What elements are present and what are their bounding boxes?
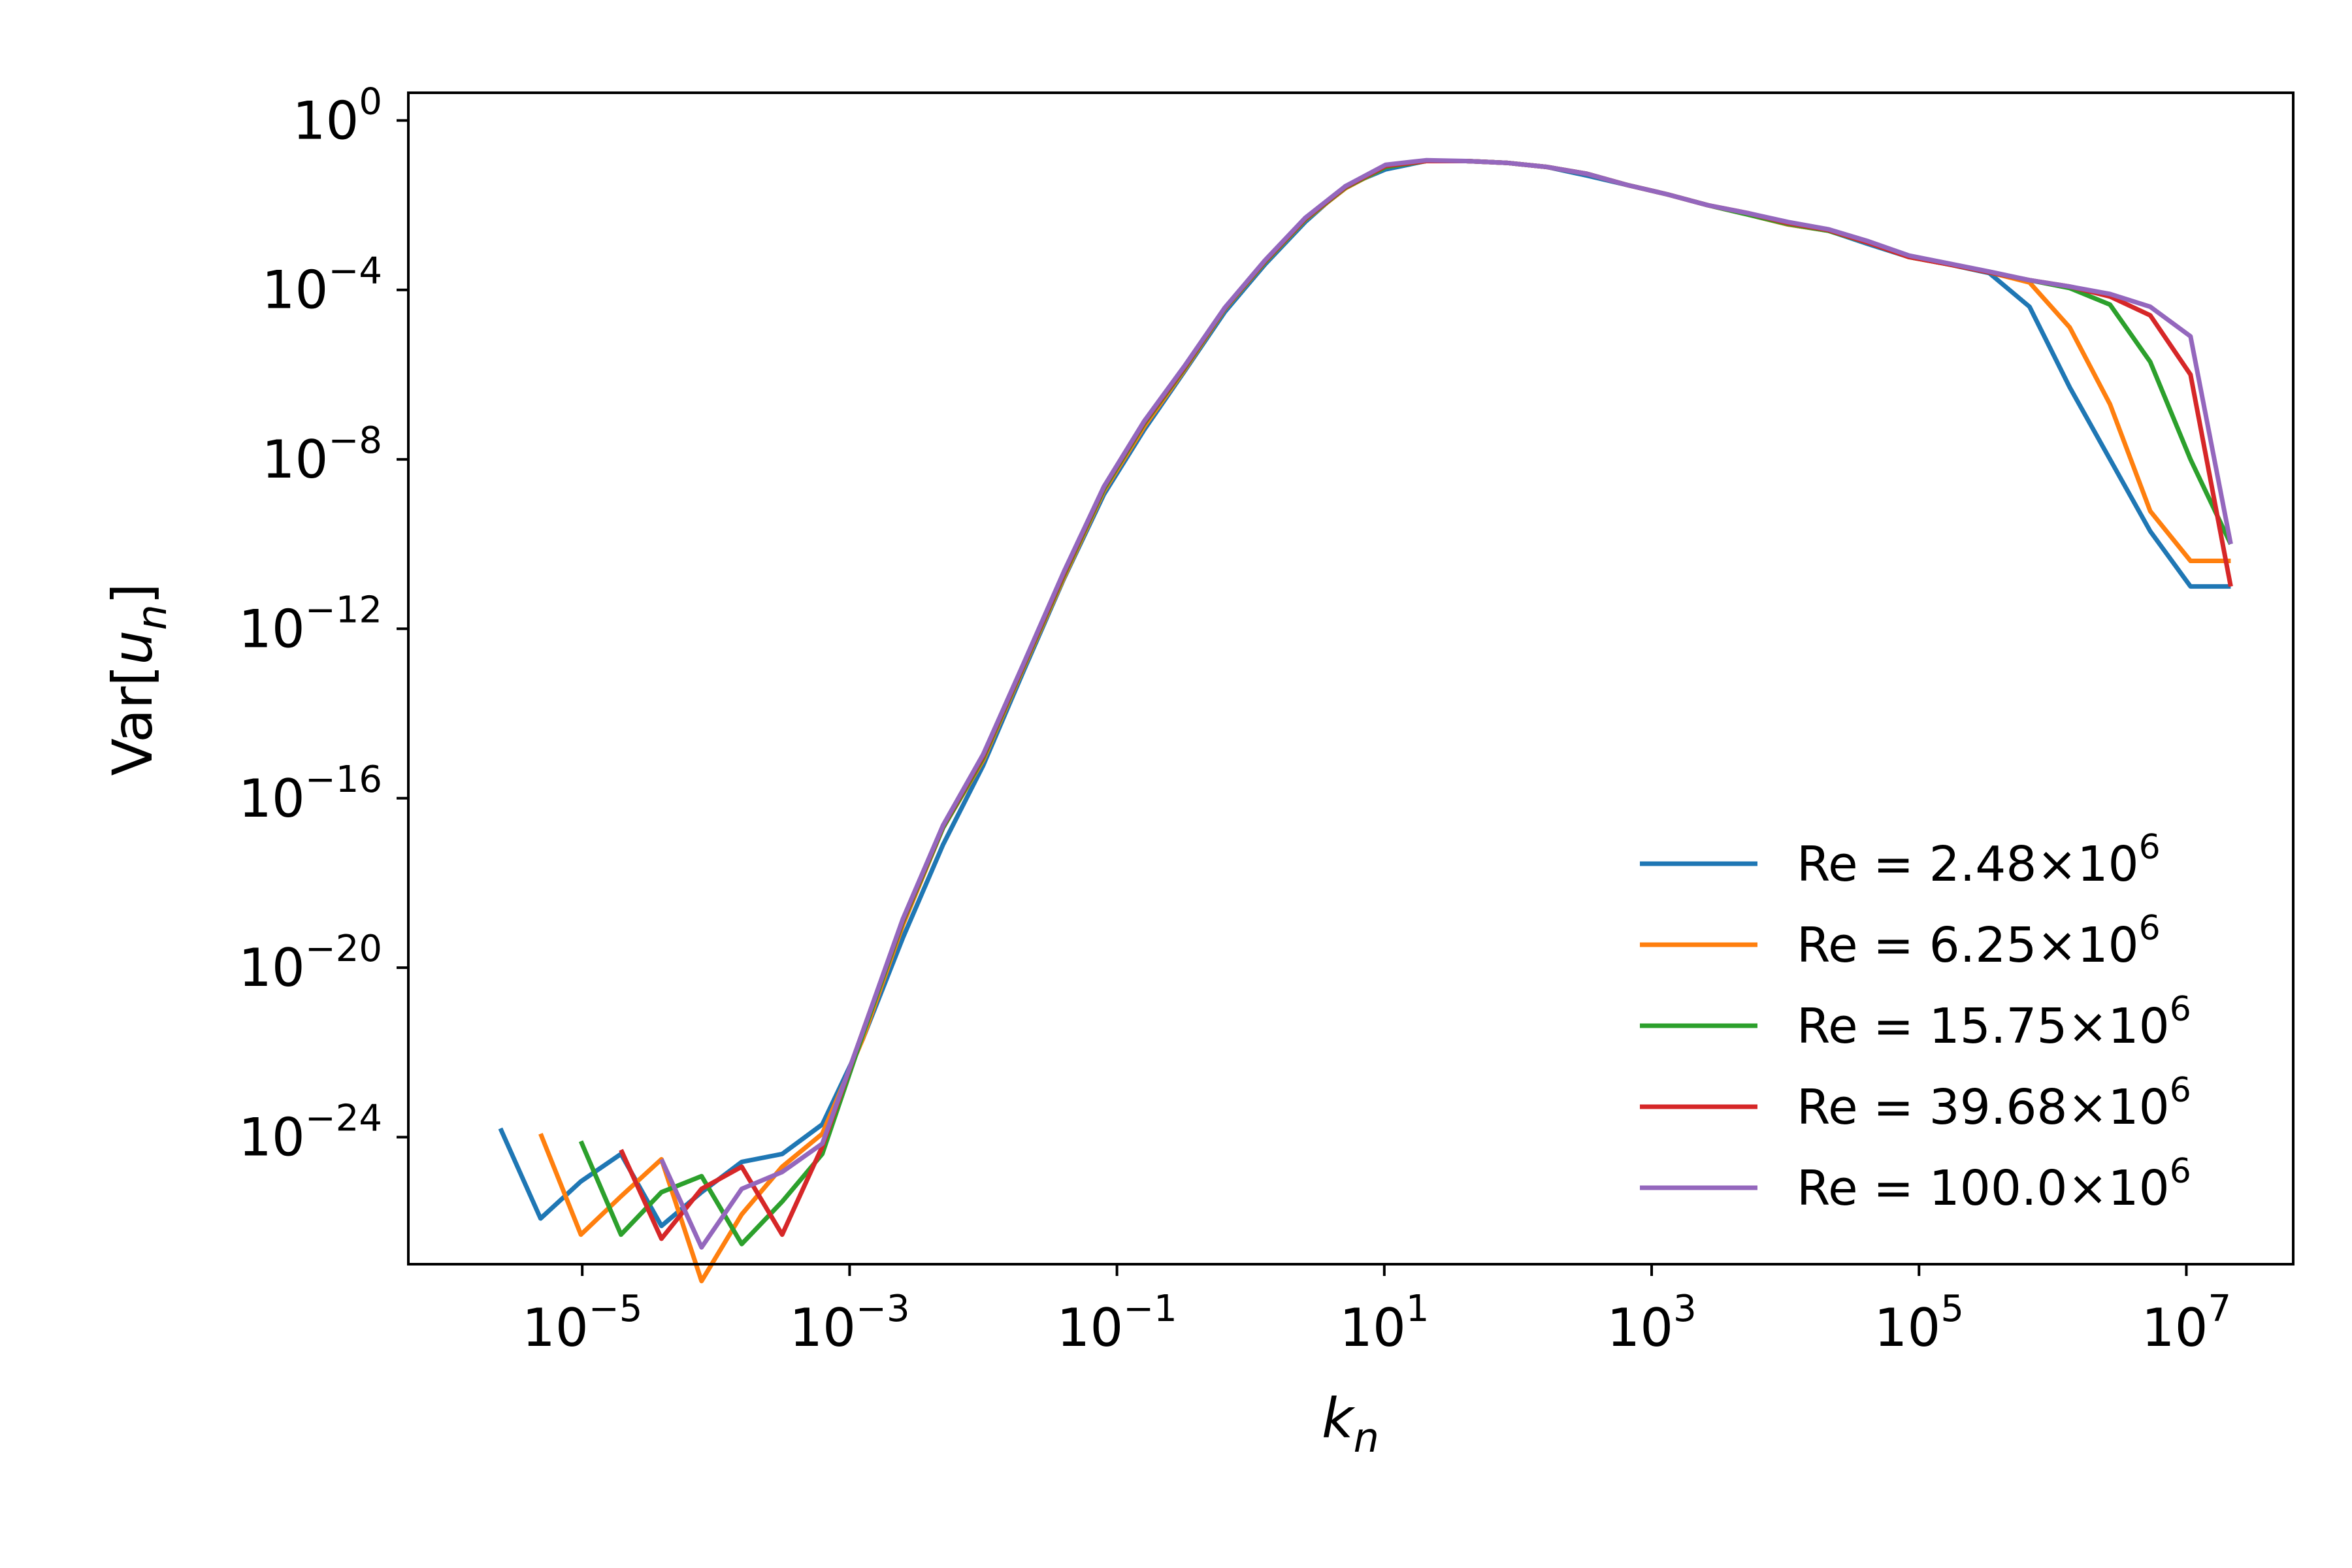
y-axis-ticks: 100 10−4 10−8 10−12 10−16 10−20 10−24	[238, 80, 408, 1168]
y-tick-label: 10−16	[238, 759, 382, 829]
x-tick-label: 103	[1607, 1288, 1696, 1358]
series-layer	[498, 157, 2233, 1284]
plot-frame	[407, 91, 2295, 1266]
x-tick-label: 10−5	[522, 1288, 642, 1358]
legend: Re = 2.48×106 Re = 6.25×106 Re = 15.75×106…	[1640, 828, 2191, 1217]
legend-label-3: Re = 15.75×106	[1797, 990, 2191, 1054]
x-tick-label: 10−1	[1056, 1288, 1177, 1358]
y-tick-label: 100	[293, 80, 382, 151]
x-tick-label: 107	[2142, 1288, 2231, 1358]
legend-label-5: Re = 100.0×106	[1797, 1152, 2191, 1217]
y-tick-label: 10−12	[238, 589, 382, 659]
x-axis-label: kn	[1322, 1386, 1379, 1462]
legend-label-1: Re = 2.48×106	[1797, 828, 2161, 892]
series-line-5	[659, 157, 2233, 1250]
legend-label-4: Re = 39.68×106	[1797, 1071, 2191, 1135]
x-tick-label: 10−3	[789, 1288, 909, 1358]
x-tick-label: 105	[1874, 1288, 1964, 1358]
y-tick-label: 10−4	[262, 250, 382, 321]
y-tick-label: 10−24	[238, 1097, 382, 1168]
y-tick-label: 10−8	[262, 419, 382, 490]
y-axis-label: Var[un]	[101, 583, 176, 776]
y-tick-label: 10−20	[238, 928, 382, 998]
legend-label-2: Re = 6.25×106	[1797, 909, 2161, 973]
x-axis-ticks: 10−5 10−3 10−1 101 103 105 107	[522, 1264, 2231, 1358]
x-tick-label: 101	[1339, 1288, 1429, 1358]
